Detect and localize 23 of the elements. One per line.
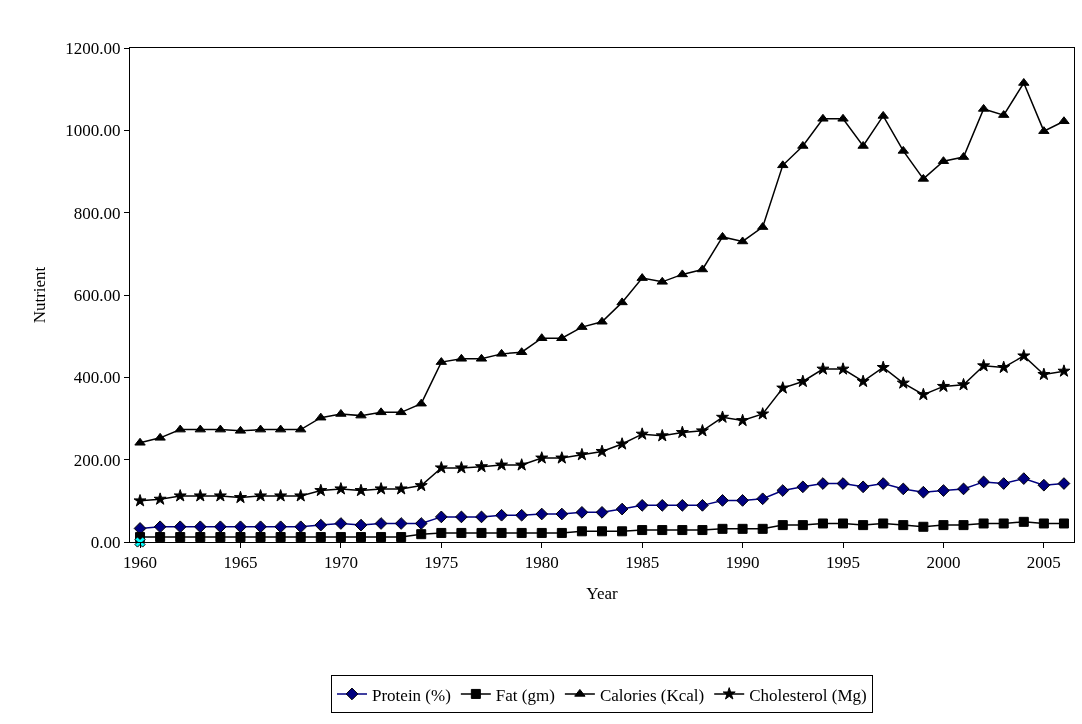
x-tick-label: 1970 [323, 553, 358, 573]
y-tick-label: 0.00 [90, 532, 121, 552]
legend-label: Cholesterol (Mg) [749, 685, 867, 705]
y-tick-label: 1000.00 [65, 121, 121, 141]
x-tick-label: 1980 [524, 553, 559, 573]
x-tick-label: 1990 [725, 553, 760, 573]
legend-label: Protein (%) [372, 685, 451, 705]
x-tick-label: 1995 [826, 553, 861, 573]
x-tick-label: 1965 [223, 553, 258, 573]
y-tick-label: 1200.00 [65, 38, 121, 58]
legend-label: Calories (Kcal) [599, 685, 705, 705]
x-tick-label: 2005 [1026, 553, 1061, 573]
y-tick-label: 600.00 [73, 285, 121, 305]
x-tick-label: 2000 [926, 553, 961, 573]
y-tick-label: 200.00 [73, 450, 121, 470]
y-tick-label: 400.00 [73, 368, 121, 388]
y-axis-title: Nutrient [29, 266, 49, 324]
y-tick-label: 800.00 [73, 203, 121, 223]
x-tick-label: 1975 [424, 553, 459, 573]
x-tick-label: 1985 [625, 553, 660, 573]
x-tick-label: 1960 [123, 553, 158, 573]
legend-label: Fat (gm) [495, 685, 555, 705]
x-axis-title: Year [586, 583, 618, 603]
